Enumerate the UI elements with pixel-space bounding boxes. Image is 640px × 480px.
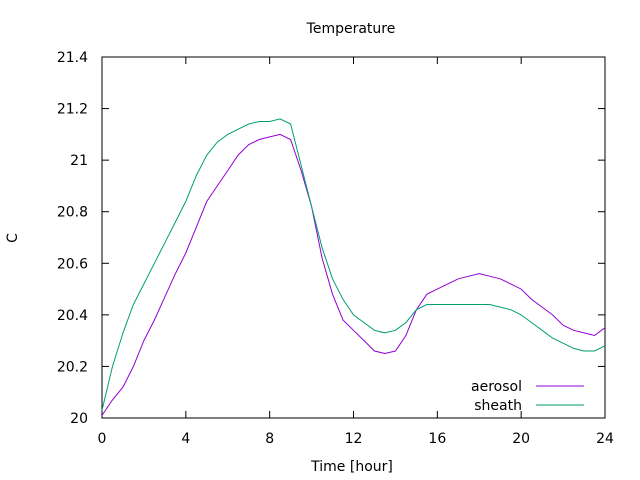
y-axis-ticks: 20 20.2 20.4 20.6 20.8 21 21.2 21.4 <box>57 50 605 427</box>
x-tick-label: 12 <box>345 431 363 447</box>
y-tick-label: 20.2 <box>57 359 88 375</box>
y-tick-label: 21.4 <box>57 50 88 66</box>
chart-title: Temperature <box>306 21 396 37</box>
series-line-aerosol <box>101 133 606 416</box>
y-tick-label: 21 <box>70 153 88 169</box>
x-tick-label: 0 <box>98 431 107 447</box>
y-tick-label: 20 <box>70 411 88 427</box>
y-tick-label: 20.4 <box>57 308 88 324</box>
series-layer <box>101 118 606 416</box>
series-line-sheath <box>101 118 606 411</box>
legend-label: sheath <box>474 398 522 414</box>
x-tick-label: 24 <box>596 431 614 447</box>
legend-label: aerosol <box>471 379 522 395</box>
x-tick-label: 8 <box>265 431 274 447</box>
x-tick-label: 20 <box>512 431 530 447</box>
x-axis-label: Time [hour] <box>310 459 393 475</box>
x-axis-ticks: 0 4 8 12 16 20 24 <box>98 57 614 447</box>
plot-frame <box>101 56 606 419</box>
x-tick-label: 16 <box>428 431 446 447</box>
y-tick-label: 21.2 <box>57 102 88 118</box>
legend: aerosol sheath <box>471 379 584 414</box>
y-axis-label: C <box>5 233 21 243</box>
x-tick-label: 4 <box>181 431 190 447</box>
y-tick-label: 20.6 <box>57 256 88 272</box>
y-tick-label: 20.8 <box>57 205 88 221</box>
